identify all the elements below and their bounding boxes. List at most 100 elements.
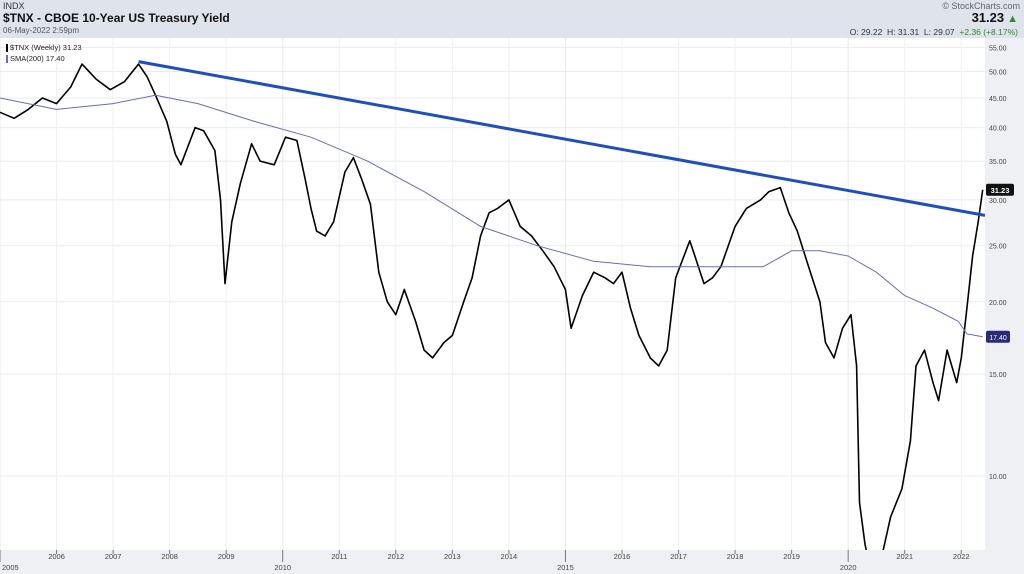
price-line-point [138,63,139,64]
x-tick-label: 2011 [331,552,347,561]
sma-line-point [982,336,983,337]
price-line-point [110,89,111,90]
price-line-point [472,277,473,278]
price-line-point [520,226,521,227]
price-line-point [565,289,566,290]
price-line-point [240,183,241,184]
legend-sma-label: SMA(200) 17.40 [10,53,65,64]
sma-line-point [791,250,792,251]
price-line-point [570,328,571,329]
price-line-point [768,191,769,192]
price-line-point [712,277,713,278]
y-tick-label: 20.00 [989,300,1007,307]
sma-line-point [958,321,959,322]
price-line-point [604,277,605,278]
y-axis: 10.00 15.00 20.00 25.00 30.00 35.00 40.00 45.00… [985,38,1024,550]
sma-line-point [254,121,255,122]
y-tick-label: 30.00 [989,198,1007,205]
price-line-point [915,365,916,366]
sma-line-point [848,255,849,256]
price-line-point [146,76,147,77]
sma-line-point [537,245,538,246]
sma-line-point [876,272,877,273]
sma-line-point [966,333,967,334]
legend-price-label: $TNX (Weekly) 31.23 [10,42,82,53]
x-tick-label: 2019 [783,552,800,561]
sma-line-point [763,266,764,267]
y-tick-label: 55.00 [989,46,1007,53]
price-line-point [760,199,761,200]
x-tick-label: 2014 [501,552,518,561]
price-line-point [856,365,857,366]
price-line-point [842,328,843,329]
sma-swatch [6,55,8,63]
sma-line-point [904,295,905,296]
x-tick-label: 2022 [953,552,970,561]
price-line-point [938,400,939,401]
price-line-point [621,272,622,273]
price-line-point [214,150,215,151]
x-tick-label-major: 2005 [2,563,19,572]
sma-line-point [310,137,311,138]
price-line-point [260,161,261,162]
y-tick-label: 40.00 [989,126,1007,133]
sma-line-point [197,103,198,104]
price-line-point [924,350,925,351]
price-line-point [387,301,388,302]
sma-line-point [650,266,651,267]
price-line-point [124,81,125,82]
price-line-point [42,97,43,98]
price-line-point [982,189,983,190]
price-line-point [658,365,659,366]
price-line-point [81,63,82,64]
price-line-point [353,157,354,158]
price-line-point [554,266,555,267]
sma-line-point [367,161,368,162]
x-tick-label: 2009 [218,552,235,561]
price-line-point [746,208,747,209]
x-tick-label: 2013 [444,552,461,561]
price-line-point [613,283,614,284]
price-line-point [325,235,326,236]
x-tick-label: 2006 [48,552,65,561]
sma-line-point [932,308,933,309]
price-line-point [344,172,345,173]
x-tick-label: 2007 [105,552,122,561]
price-line-point [305,179,306,180]
legend-price: $TNX (Weekly) 31.23 [6,42,82,53]
price-line-point [689,240,690,241]
price-line-point [415,321,416,322]
price-line-point [310,208,311,209]
x-tick-label: 2008 [161,552,178,561]
price-line-point [932,382,933,383]
x-tick-label-major: 2020 [840,563,857,572]
x-tick-label: 2012 [387,552,404,561]
price-line-point [56,103,57,104]
price-line-point [443,342,444,343]
price-line-point [333,221,334,222]
price-line-point [489,212,490,213]
price-line-point [833,357,834,358]
price-line-point [972,255,973,256]
price-line-point [423,350,424,351]
price-line-point [175,153,176,154]
price-line-point [480,235,481,236]
price-line-point [797,230,798,231]
price-line-point [961,357,962,358]
price-line-point [956,382,957,383]
price-line-point [865,544,866,545]
price-line-point [850,314,851,315]
sma-line-point [706,266,707,267]
price-line-point [14,118,15,119]
y-tick-label: 15.00 [989,372,1007,379]
x-axis: 2006 2007 2008 2009 2011 2012 2013 2014 2016 2017… [0,550,1024,574]
x-tick-label-major: 2015 [557,563,574,572]
price-line-point [497,208,498,209]
sma-line-point [155,95,156,96]
price-line-point [910,440,911,441]
price-line-point [220,199,221,200]
y-tick-label: 25.00 [989,244,1007,251]
legend-sma: SMA(200) 17.40 [6,53,82,64]
price-line-point [630,308,631,309]
